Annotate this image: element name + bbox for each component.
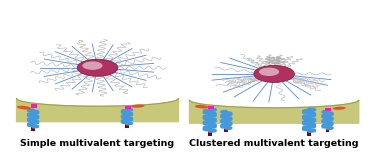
FancyBboxPatch shape [31,127,35,131]
Polygon shape [189,100,359,123]
FancyBboxPatch shape [325,129,329,132]
FancyBboxPatch shape [208,131,212,136]
Bar [125,106,131,109]
Ellipse shape [333,107,346,110]
Circle shape [82,61,102,70]
Text: Clustered multivalent targeting: Clustered multivalent targeting [189,139,359,148]
Circle shape [77,59,118,76]
Text: Simple multivalent targeting: Simple multivalent targeting [20,139,175,148]
Ellipse shape [195,105,209,109]
Bar [208,106,214,109]
FancyBboxPatch shape [225,129,228,132]
FancyBboxPatch shape [125,124,129,128]
FancyBboxPatch shape [307,131,311,136]
Bar [325,108,331,111]
Ellipse shape [132,105,144,108]
Ellipse shape [17,106,31,109]
Bar [31,104,37,108]
Circle shape [254,65,294,82]
Circle shape [259,68,279,76]
Polygon shape [17,99,178,122]
